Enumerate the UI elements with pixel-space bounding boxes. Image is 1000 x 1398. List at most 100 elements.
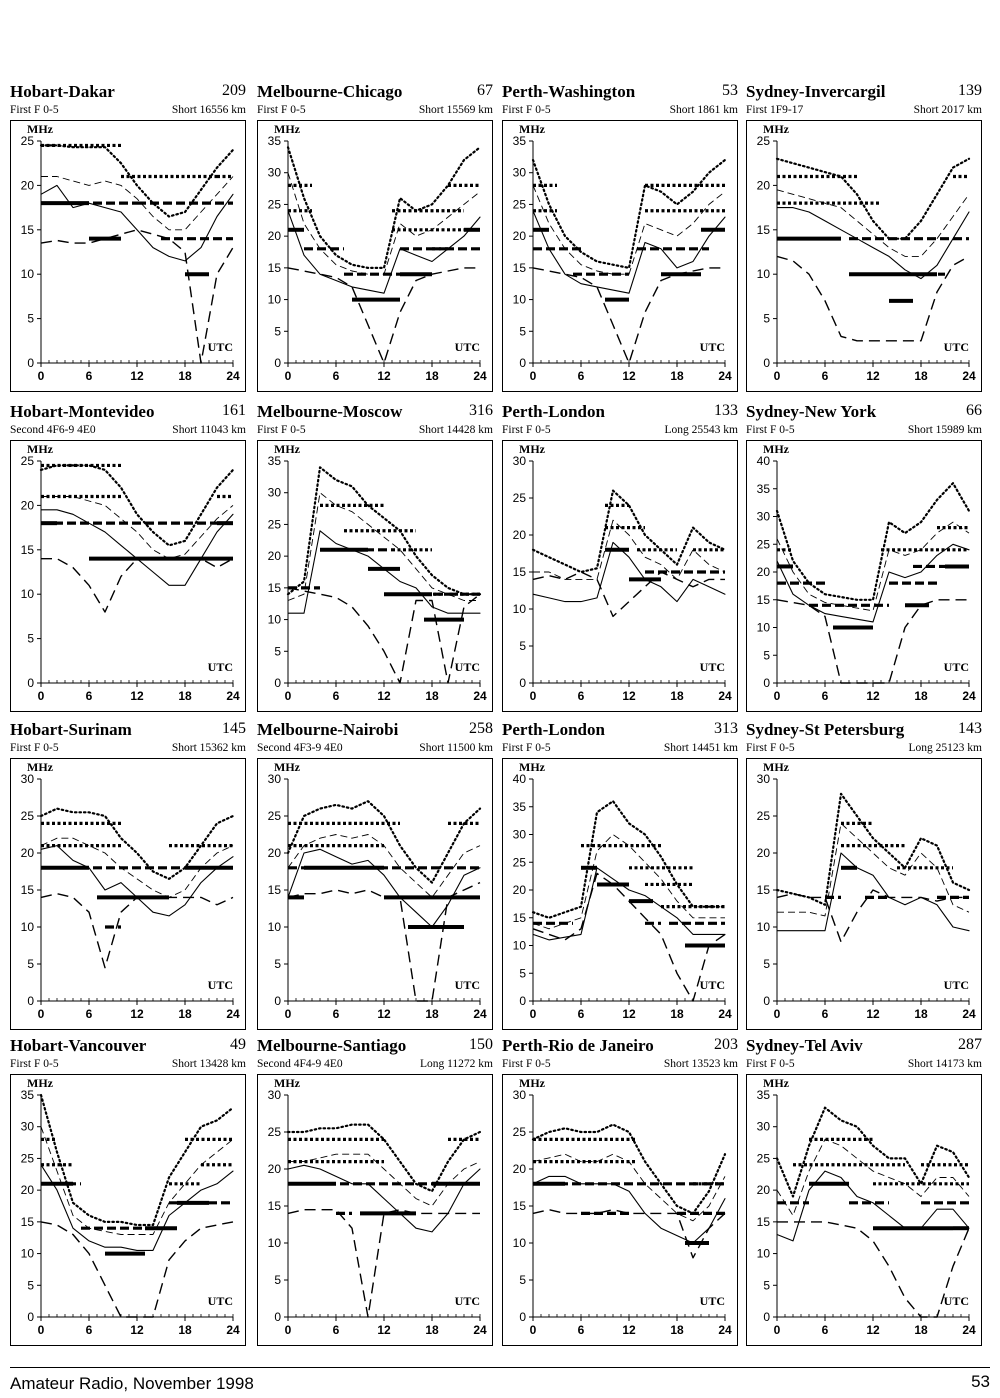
x-tick-label: 18 xyxy=(425,1007,439,1021)
x-tick-label: 12 xyxy=(866,369,880,383)
y-tick-label: 0 xyxy=(519,994,526,1008)
y-tick-label: 25 xyxy=(513,491,527,505)
chart-number: 145 xyxy=(222,720,246,737)
x-tick-label: 12 xyxy=(866,689,880,703)
x-tick-label: 18 xyxy=(670,689,684,703)
chart-panel: Perth-London 133 First F 0-5 Long 25543 km 0… xyxy=(502,402,742,718)
y-axis-label: MHz xyxy=(27,442,54,456)
y-axis-label: MHz xyxy=(274,1076,301,1090)
series-line xyxy=(776,1170,970,1242)
chart-number: 313 xyxy=(714,720,738,737)
y-tick-label: 25 xyxy=(757,809,771,823)
path-length: Long 25123 km xyxy=(908,742,982,754)
chart-header: Perth-London 313 xyxy=(502,720,738,742)
propagation-mode: First F 0-5 xyxy=(257,104,306,116)
x-tick-label: 24 xyxy=(718,1007,732,1021)
chart-panel: Hobart-Dakar 209 First F 0-5 Short 16556 km… xyxy=(10,82,250,398)
x-tick-label: 6 xyxy=(822,1323,829,1337)
x-tick-label: 24 xyxy=(226,1007,240,1021)
x-axis-label: UTC xyxy=(944,660,969,674)
x-tick-label: 24 xyxy=(473,369,487,383)
chart-svg: 0 5 10 15 20 25 30 35 0 6 12 18 24 MHz UTC xyxy=(268,442,487,703)
propagation-mode: First F 0-5 xyxy=(10,742,59,754)
chart-number: 316 xyxy=(469,402,493,419)
chart-panel: Sydney-Tel Aviv 287 First F 0-5 Short 14173… xyxy=(746,1036,986,1352)
x-tick-label: 24 xyxy=(718,1323,732,1337)
x-tick-label: 0 xyxy=(774,689,781,703)
series-line xyxy=(532,1208,726,1259)
x-tick-label: 6 xyxy=(578,369,585,383)
y-tick-label: 25 xyxy=(21,1151,35,1165)
x-tick-label: 0 xyxy=(285,1323,292,1337)
y-tick-label: 25 xyxy=(268,197,282,211)
chart-svg: 0 5 10 15 20 25 30 0 6 12 18 24 MHz UTC xyxy=(757,760,976,1021)
chart-subheader: Second 4F4-9 4E0 Long 11272 km xyxy=(257,1058,493,1074)
page-footer: Amateur Radio, November 1998 53 xyxy=(10,1367,990,1398)
y-tick-label: 30 xyxy=(21,772,35,786)
path-length: Short 13523 km xyxy=(663,1058,738,1070)
propagation-mode: First F 0-5 xyxy=(502,742,551,754)
y-axis-label: MHz xyxy=(519,760,546,774)
series-line xyxy=(39,1093,235,1227)
chart-subheader: First F 0-5 Short 1861 km xyxy=(502,104,738,120)
y-tick-label: 15 xyxy=(21,1215,35,1229)
x-axis-label: UTC xyxy=(208,340,233,354)
chart-frame: 0 5 10 15 20 25 30 35 40 0 6 12 18 24 MHz UTC xyxy=(746,440,982,712)
y-tick-label: 20 xyxy=(268,549,282,563)
path-length: Short 14451 km xyxy=(663,742,738,754)
chart-header: Perth-Washington 53 xyxy=(502,82,738,104)
series-line xyxy=(286,1123,482,1193)
x-tick-label: 12 xyxy=(622,689,636,703)
propagation-mode: Second 4F4-9 4E0 xyxy=(257,1058,343,1070)
y-tick-label: 0 xyxy=(27,994,34,1008)
series-line xyxy=(532,834,725,930)
y-axis-label: MHz xyxy=(274,760,301,774)
propagation-charts-grid: Hobart-Dakar 209 First F 0-5 Short 16556 km… xyxy=(10,82,986,1352)
y-tick-label: 25 xyxy=(757,537,771,551)
chart-subheader: First 1F9-17 Short 2017 km xyxy=(746,104,982,120)
y-axis-label: MHz xyxy=(274,442,301,456)
series-line xyxy=(532,867,726,941)
chart-title: Melbourne-Moscow xyxy=(257,402,403,421)
series-line xyxy=(287,881,481,1002)
chart-subheader: First F 0-5 Short 14428 km xyxy=(257,424,493,440)
x-tick-label: 6 xyxy=(822,689,829,703)
y-tick-label: 20 xyxy=(757,178,771,192)
chart-subheader: First F 0-5 Short 15362 km xyxy=(10,742,246,758)
series-line xyxy=(40,837,234,898)
y-tick-label: 15 xyxy=(513,565,527,579)
path-length: Short 15569 km xyxy=(418,104,493,116)
y-tick-label: 0 xyxy=(274,356,281,370)
x-tick-label: 12 xyxy=(622,1323,636,1337)
x-tick-label: 6 xyxy=(333,1007,340,1021)
y-tick-label: 40 xyxy=(513,772,527,786)
chart-svg: 0 5 10 15 20 25 0 6 12 18 24 MHz UTC xyxy=(21,122,240,383)
x-tick-label: 24 xyxy=(962,1007,976,1021)
x-tick-label: 6 xyxy=(86,1007,93,1021)
series-line xyxy=(532,185,726,275)
series-line xyxy=(776,889,969,943)
x-tick-label: 18 xyxy=(914,1007,928,1021)
y-tick-label: 30 xyxy=(757,510,771,524)
chart-title: Perth-Washington xyxy=(502,82,636,101)
chart-number: 66 xyxy=(966,402,982,419)
publication-line: Amateur Radio, November 1998 xyxy=(10,1374,254,1393)
y-tick-label: 5 xyxy=(274,957,281,971)
x-tick-label: 12 xyxy=(377,1007,391,1021)
x-axis-label: UTC xyxy=(455,978,480,992)
path-length: Short 2017 km xyxy=(913,104,982,116)
x-tick-label: 24 xyxy=(226,1323,240,1337)
propagation-mode: Second 4F3-9 4E0 xyxy=(257,742,343,754)
x-tick-label: 24 xyxy=(473,1323,487,1337)
y-tick-label: 20 xyxy=(513,528,527,542)
series-line xyxy=(776,255,970,342)
x-tick-label: 0 xyxy=(774,1323,781,1337)
y-tick-label: 10 xyxy=(21,587,35,601)
chart-subheader: First F 0-5 Short 15569 km xyxy=(257,104,493,120)
propagation-mode: First 1F9-17 xyxy=(746,104,804,116)
y-tick-label: 25 xyxy=(268,809,282,823)
y-tick-label: 20 xyxy=(21,178,35,192)
y-tick-label: 10 xyxy=(757,267,771,281)
propagation-mode: First F 0-5 xyxy=(10,104,59,116)
series-line xyxy=(287,587,481,684)
